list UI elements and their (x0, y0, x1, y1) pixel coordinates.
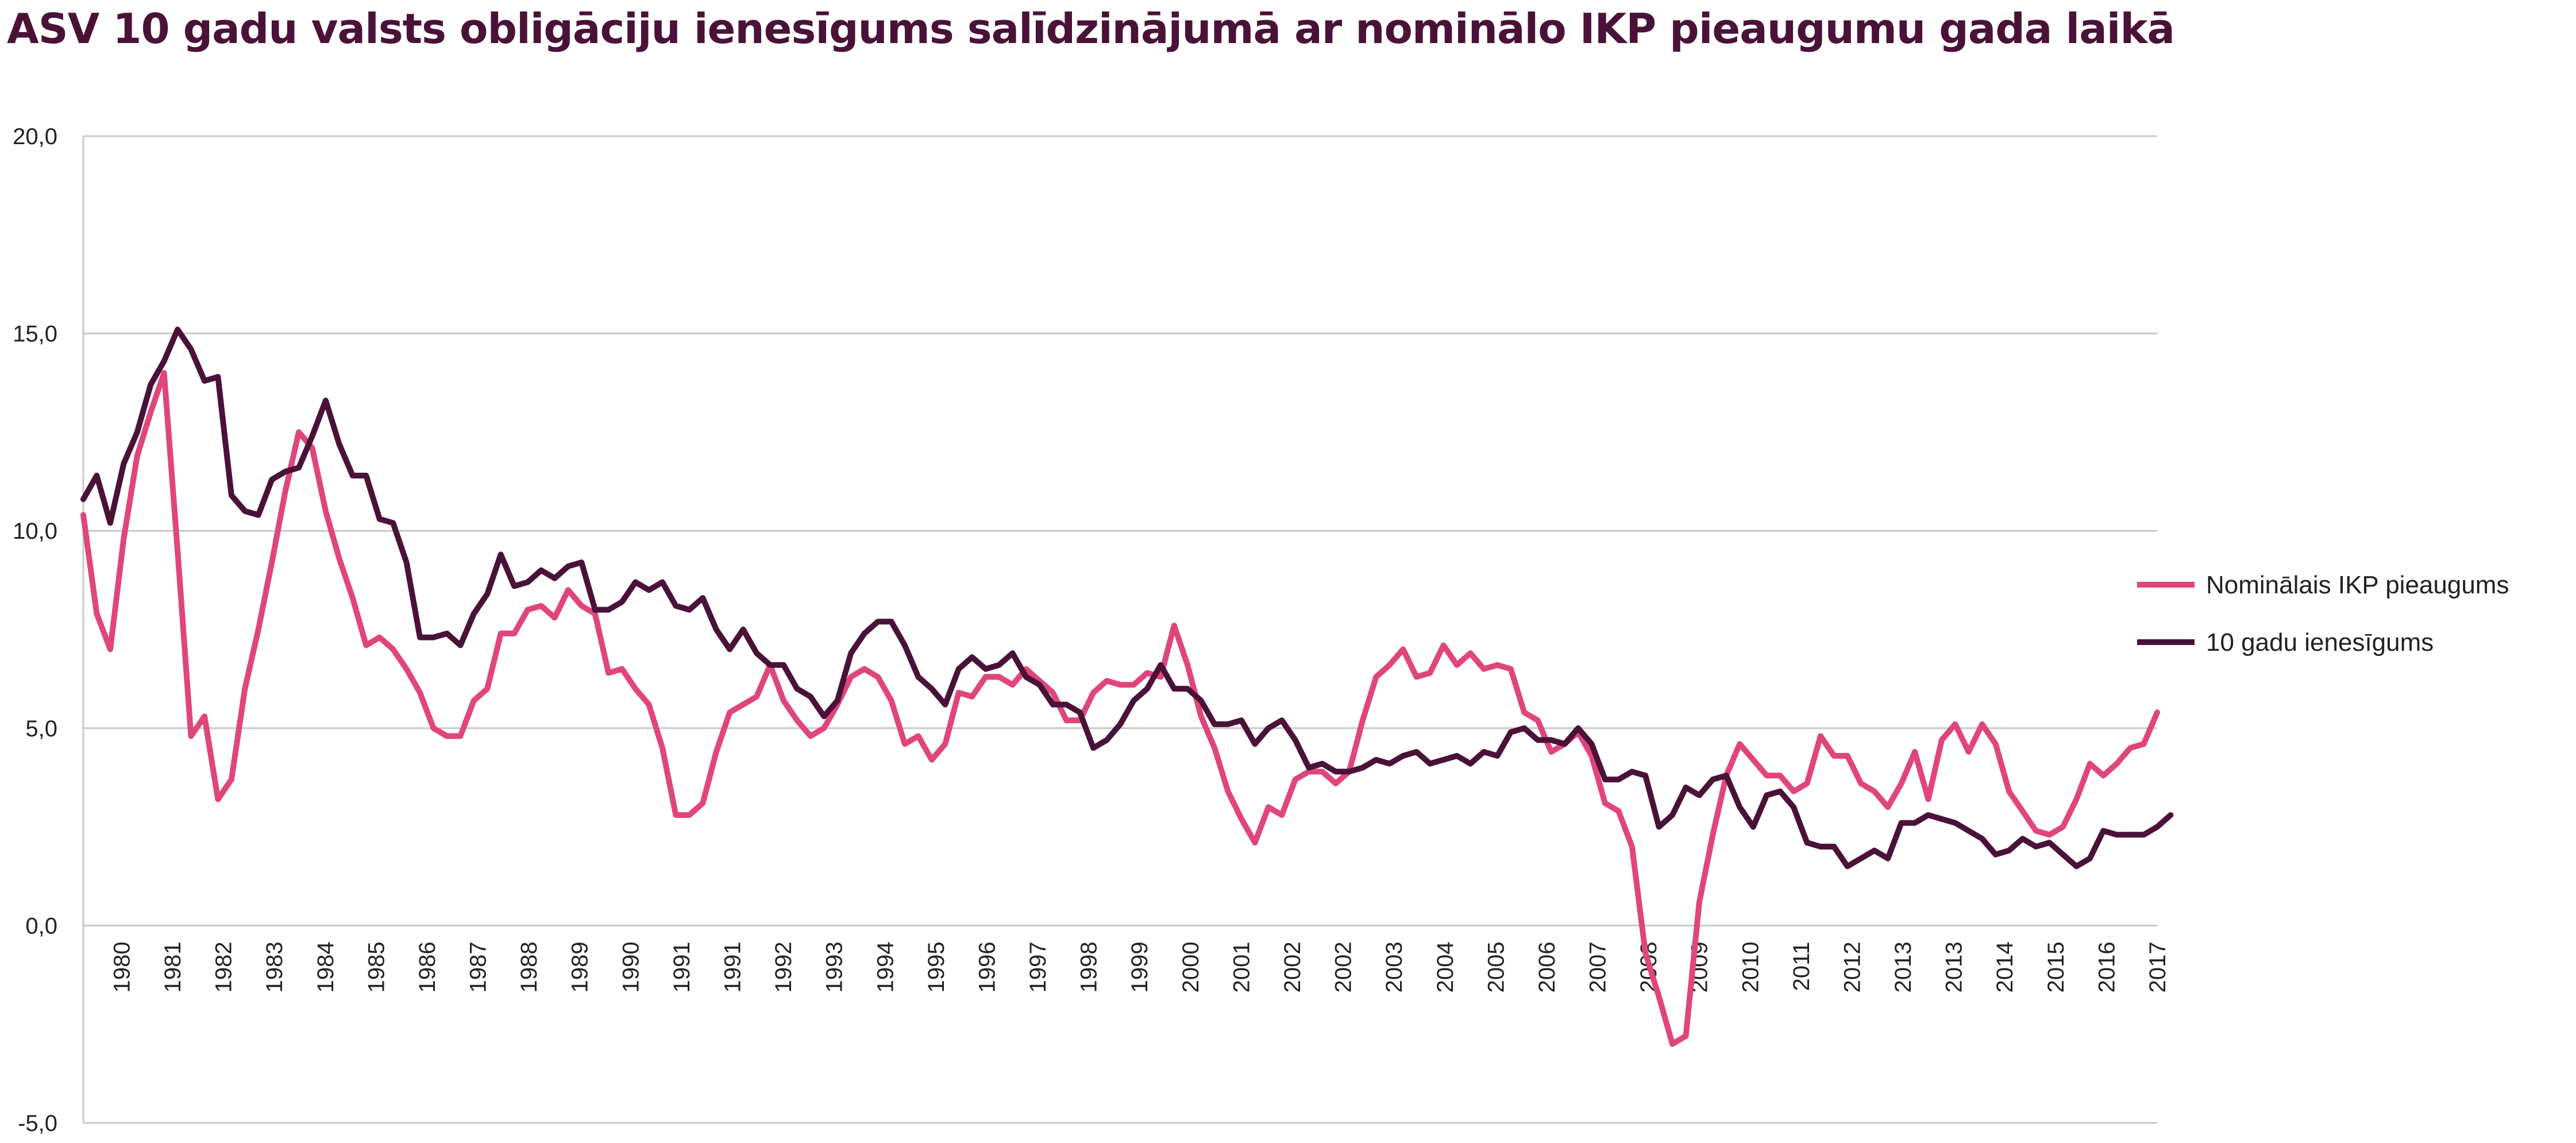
x-tick-label: 1992 (771, 941, 796, 993)
y-tick-label: 10,0 (13, 519, 57, 544)
x-axis-ticks: 1980 1981 1982 1983 1984 1985 1986 1987 1988 1989… (109, 941, 2170, 993)
series-line-nominal-gdp-growth (80, 370, 2160, 1047)
x-tick-label: 2001 (1229, 941, 1254, 993)
x-tick-label: 1991 (669, 941, 695, 993)
x-tick-label: 2006 (1534, 941, 1560, 993)
series-lines (80, 326, 2174, 1047)
legend-label: 10 gadu ienesīgums (2206, 628, 2434, 657)
y-tick-label: -5,0 (18, 1111, 57, 1136)
x-tick-label: 1999 (1127, 941, 1152, 993)
y-tick-label: 15,0 (13, 322, 57, 347)
y-axis-ticks: 20,0 15,0 10,0 5,0 0,0 -5,0 (13, 124, 57, 1136)
y-tick-label: 5,0 (25, 716, 57, 742)
x-tick-label: 1982 (211, 941, 237, 993)
x-tick-label: 2011 (1789, 941, 1814, 991)
grid-lines (82, 135, 2157, 1124)
x-tick-label: 1997 (1025, 941, 1051, 993)
y-tick-label: 20,0 (13, 124, 57, 149)
series-line-10y-yield (80, 326, 2174, 870)
y-tick-label: 0,0 (25, 913, 57, 939)
x-tick-label: 2017 (2145, 941, 2170, 993)
legend: Nominālais IKP pieaugums 10 gadu ienesīgu… (2137, 571, 2509, 657)
x-tick-label: 1980 (109, 941, 134, 993)
x-tick-label: 1996 (974, 941, 1000, 993)
x-tick-label: 1994 (873, 941, 898, 993)
legend-label: Nominālais IKP pieaugums (2206, 571, 2509, 599)
x-tick-label: 2016 (2094, 941, 2119, 993)
x-tick-label: 2002 (1331, 941, 1356, 993)
x-tick-label: 1981 (160, 941, 186, 993)
x-tick-label: 2013 (1891, 941, 1916, 993)
x-tick-label: 1988 (516, 941, 542, 993)
x-tick-label: 2014 (1992, 941, 2018, 993)
x-tick-label: 2013 (1942, 941, 1967, 993)
x-tick-label: 2015 (2043, 941, 2069, 993)
x-tick-label: 1985 (364, 941, 389, 993)
x-tick-label: 1995 (924, 941, 949, 993)
x-tick-label: 2003 (1382, 941, 1407, 993)
x-tick-label: 1990 (618, 941, 643, 993)
x-tick-label: 1991 (720, 941, 746, 993)
x-tick-label: 1986 (415, 941, 440, 993)
x-tick-label: 1993 (822, 941, 847, 993)
x-tick-label: 1983 (262, 941, 287, 993)
x-tick-label: 1987 (466, 941, 491, 993)
x-tick-label: 2007 (1586, 941, 1611, 993)
x-tick-label: 2010 (1738, 941, 1763, 993)
x-tick-label: 2004 (1433, 941, 1458, 993)
x-tick-label: 2012 (1840, 941, 1865, 993)
x-tick-label: 1984 (313, 941, 338, 993)
chart-title: ASV 10 gadu valsts obligāciju ienesīgums… (7, 5, 2175, 53)
x-tick-label: 1989 (568, 941, 593, 993)
x-tick-label: 2002 (1280, 941, 1305, 993)
x-tick-label: 1998 (1077, 941, 1102, 993)
x-tick-label: 2000 (1178, 941, 1204, 993)
x-tick-label: 2005 (1483, 941, 1509, 993)
